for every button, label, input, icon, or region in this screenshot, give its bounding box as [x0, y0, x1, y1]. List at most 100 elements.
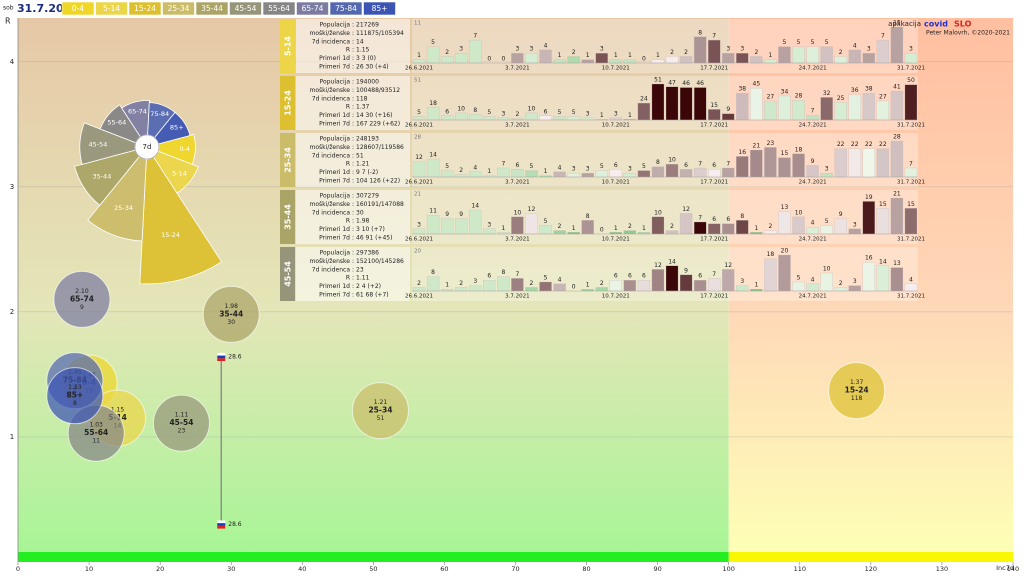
- flag-red: [217, 358, 226, 362]
- bar: [665, 163, 679, 178]
- group-button[interactable]: [363, 1, 396, 16]
- stat-sep: :: [352, 87, 354, 94]
- stat-sep: :: [352, 283, 354, 290]
- bar-label: 3: [825, 166, 829, 173]
- bar-label: 8: [698, 29, 702, 36]
- bar: [539, 49, 552, 64]
- group-button[interactable]: [195, 1, 229, 16]
- x-tick-label: 120: [865, 565, 877, 573]
- stat-value: 14 30 (+16): [356, 112, 392, 119]
- rose-label: 0-4: [179, 145, 190, 153]
- x-tick-label: 70: [511, 565, 519, 573]
- date-label: 31.7.2021: [897, 66, 925, 72]
- bar-label: 8: [586, 213, 590, 220]
- bar-label: 4: [473, 164, 477, 171]
- group-button[interactable]: [262, 1, 296, 16]
- bar: [539, 281, 552, 292]
- x-axis-label: Inc7d: [996, 564, 1014, 572]
- bar: [483, 116, 496, 121]
- bar-label: 1: [656, 52, 660, 59]
- stat-label: Populacija: [320, 250, 351, 257]
- bar: [904, 84, 918, 121]
- bar-label: 2: [530, 280, 534, 287]
- stat-sep: :: [352, 193, 354, 200]
- panels: 5-14Populacija:217269moški/ženske:111875…: [280, 19, 925, 301]
- group-button[interactable]: [95, 1, 128, 16]
- stat-sep: :: [352, 30, 354, 37]
- group-button[interactable]: [162, 1, 195, 16]
- stat-label: 7d incidenca: [312, 209, 351, 216]
- bar: [792, 216, 805, 235]
- bar: [412, 59, 426, 64]
- stat-label: R: [346, 275, 350, 282]
- stat-sep: :: [352, 38, 354, 45]
- bar-label: 1: [600, 112, 604, 119]
- bar: [665, 56, 679, 64]
- stat-label: Populacija: [320, 79, 351, 86]
- stat-label: Primeri 7d: [319, 235, 350, 242]
- date-label: 3.7.2021: [505, 237, 530, 243]
- bar: [567, 56, 580, 64]
- bar-label: 15: [781, 150, 789, 157]
- bar: [722, 53, 735, 64]
- bar-label: 2: [839, 280, 843, 287]
- date-label: 10.7.2021: [602, 66, 630, 72]
- bar-label: 3: [487, 221, 491, 228]
- group-button[interactable]: [61, 1, 95, 16]
- stat-sep: :: [352, 161, 354, 168]
- bar: [553, 171, 566, 178]
- stat-value: 3 3 (0): [356, 55, 376, 62]
- bar: [876, 100, 890, 121]
- bar: [862, 148, 875, 178]
- date-label: 3.7.2021: [505, 66, 530, 72]
- bar: [806, 283, 819, 292]
- group-button[interactable]: [296, 1, 329, 16]
- bar-label: 1: [417, 52, 421, 59]
- bar: [623, 59, 637, 64]
- bar: [876, 208, 890, 235]
- bar: [820, 172, 833, 178]
- bubble-inc: 9: [80, 304, 84, 311]
- bar: [455, 287, 468, 292]
- bar-label: 4: [558, 164, 562, 171]
- bar: [637, 280, 651, 292]
- stat-value: 1.11: [356, 275, 370, 282]
- bar-label: 15: [879, 201, 887, 208]
- bar: [539, 225, 552, 235]
- stat-sep: :: [352, 218, 354, 225]
- stat-label: Primeri 1d: [319, 112, 350, 119]
- bar-label: 1: [586, 282, 590, 289]
- stat-sep: :: [352, 79, 354, 86]
- panel-ymax: 28: [414, 135, 421, 141]
- bar: [455, 174, 468, 178]
- bar-label: 5: [797, 275, 801, 282]
- group-button[interactable]: [229, 1, 262, 16]
- date-label: 10.7.2021: [602, 180, 630, 186]
- slo-flag: [217, 352, 226, 362]
- bar: [679, 213, 693, 235]
- y-tick-label: 1: [10, 433, 14, 441]
- group-button[interactable]: [329, 1, 363, 16]
- bar-label: 3: [586, 166, 590, 173]
- bar-label: 50: [907, 77, 915, 84]
- date-label: 24.7.2021: [799, 294, 827, 300]
- bar-label: 8: [473, 107, 477, 114]
- panel-tag: [280, 190, 295, 244]
- group-button[interactable]: [128, 1, 162, 16]
- low-strip: [18, 552, 729, 562]
- y-tick-label: 2: [10, 308, 14, 316]
- stat-value: 307279: [356, 193, 379, 200]
- bar-label: 38: [865, 86, 873, 93]
- date-label: 24.7.2021: [799, 66, 827, 72]
- bar: [581, 220, 594, 235]
- stat-label: 7d incidenca: [312, 95, 351, 102]
- panel-tag: [280, 19, 295, 73]
- bar: [778, 95, 791, 121]
- bar-label: 13: [781, 204, 789, 211]
- x-tick-label: 80: [582, 565, 590, 573]
- bar-label: 1: [445, 282, 449, 289]
- slo-label: 28.6: [228, 353, 242, 360]
- bar: [426, 276, 440, 292]
- bar-label: 51: [654, 77, 662, 84]
- date-label: 31.7.2021: [897, 237, 925, 243]
